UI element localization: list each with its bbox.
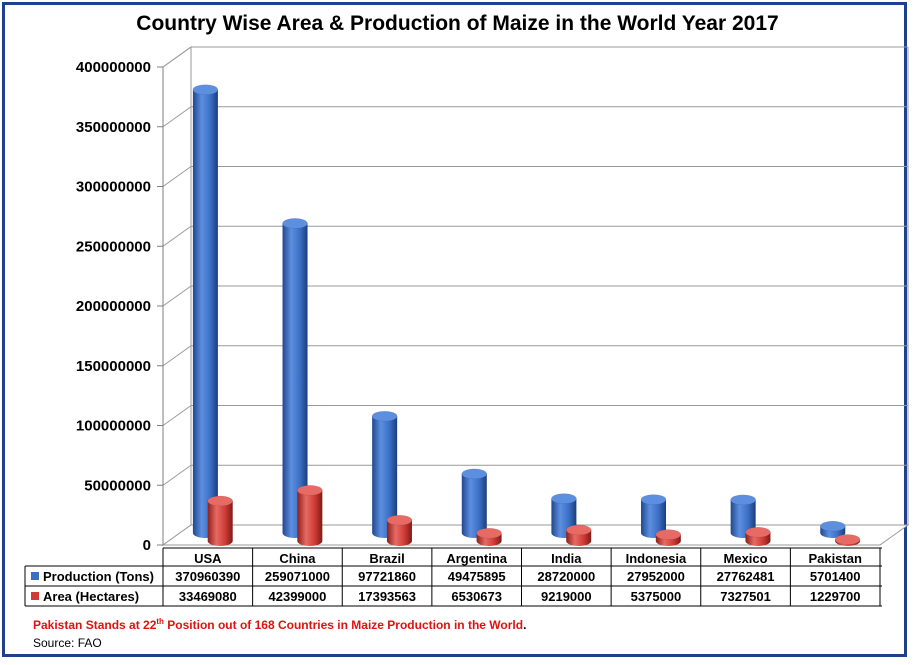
gridline-diag <box>162 345 192 367</box>
bar-production-mexico <box>730 494 756 538</box>
bar-production-usa <box>192 84 219 538</box>
y-axis: 0 50000000 100000000 150000000 200000000 2500… <box>76 59 164 554</box>
category-label: Pakistan <box>808 551 862 566</box>
bar-top <box>565 524 592 536</box>
bar-body <box>730 499 756 538</box>
bar-production-pakistan <box>820 520 846 538</box>
gridline-diag <box>162 46 192 68</box>
bar-top <box>207 495 233 507</box>
bar-production-argentina <box>461 468 488 538</box>
bar-production-brazil <box>371 410 398 538</box>
bar-area-argentina <box>476 527 502 546</box>
floor <box>161 524 910 546</box>
bar-area-indonesia <box>655 529 682 546</box>
data-label: 9219000 <box>541 589 592 604</box>
gridlines <box>161 46 910 546</box>
data-table: USA China Brazil Argentina India Indonesia Mex… <box>24 547 882 607</box>
bar-top <box>640 494 667 505</box>
bar-top <box>730 494 756 506</box>
data-label: 97721860 <box>358 569 416 584</box>
legend-swatch <box>31 592 39 600</box>
bar-area-brazil <box>386 514 413 546</box>
category-label: USA <box>194 551 222 566</box>
y-tick-label: 250000000 <box>76 238 151 255</box>
y-tick-label: 400000000 <box>76 59 151 76</box>
bar-area-usa <box>207 495 233 546</box>
data-label: 17393563 <box>358 589 416 604</box>
gridline-diag <box>162 464 192 486</box>
bar-body <box>372 416 398 538</box>
bar-area-china <box>297 485 323 546</box>
data-label: 49475895 <box>448 569 506 584</box>
gridline-diag <box>162 285 192 307</box>
bar-body <box>641 499 667 538</box>
data-label: 7327501 <box>720 589 771 604</box>
bar-top <box>820 520 846 532</box>
bar-body <box>297 490 323 546</box>
y-tick-label: 150000000 <box>76 358 151 375</box>
bar-top <box>461 468 488 480</box>
gridline-diag <box>162 225 192 247</box>
data-label: 28720000 <box>537 569 595 584</box>
bar-body <box>207 501 233 546</box>
bar-top <box>476 527 502 539</box>
data-label: 27762481 <box>717 569 775 584</box>
bar-top <box>297 485 323 496</box>
bar-top <box>745 526 771 538</box>
data-label: 5375000 <box>631 589 682 604</box>
y-tick-label: 100000000 <box>76 418 151 435</box>
category-label: China <box>279 551 316 566</box>
series-label: Production (Tons) <box>43 569 154 584</box>
gridline-diag <box>162 106 192 128</box>
bar-area-india <box>565 524 592 546</box>
bar-area-pakistan <box>834 534 861 546</box>
bar-area-mexico <box>745 526 771 546</box>
legend-swatch <box>31 572 39 580</box>
chart-title: Country Wise Area & Production of Maize … <box>136 12 779 35</box>
bar-production-china <box>282 218 308 538</box>
y-tick-label: 0 <box>143 537 151 554</box>
data-label: 33469080 <box>179 589 237 604</box>
data-label: 1229700 <box>810 589 861 604</box>
bar-top <box>371 410 398 422</box>
gridline-diag <box>162 166 192 187</box>
data-label: 5701400 <box>810 569 861 584</box>
data-label: 259071000 <box>265 569 330 584</box>
category-label: Argentina <box>446 551 507 566</box>
bar-body <box>461 473 487 538</box>
y-tick-label: 50000000 <box>84 477 151 494</box>
bar-top <box>192 84 219 95</box>
bars <box>192 84 861 546</box>
y-tick-label: 300000000 <box>76 179 151 196</box>
bar-top <box>551 493 577 504</box>
bar-top <box>386 514 413 526</box>
bar-production-indonesia <box>640 494 667 538</box>
category-label: Indonesia <box>626 551 687 566</box>
bar-body <box>192 89 218 538</box>
category-label: India <box>551 551 582 566</box>
footnote: Pakistan Stands at 22th Position out of … <box>33 617 527 632</box>
y-tick-label: 200000000 <box>76 298 151 315</box>
series-label: Area (Hectares) <box>43 589 139 604</box>
source-note: Source: FAO <box>33 636 102 650</box>
data-label: 6530673 <box>451 589 502 604</box>
y-tick-label: 350000000 <box>76 119 151 136</box>
category-label: Mexico <box>724 551 768 566</box>
data-label: 27952000 <box>627 569 685 584</box>
gridline-diag <box>162 405 192 426</box>
bar-top <box>834 534 861 545</box>
bar-body <box>282 223 308 538</box>
category-label: Brazil <box>369 551 404 566</box>
data-label: 42399000 <box>269 589 327 604</box>
bar-top <box>282 218 308 229</box>
bar-body <box>386 520 412 546</box>
bar-top <box>655 529 682 540</box>
data-label: 370960390 <box>175 569 240 584</box>
